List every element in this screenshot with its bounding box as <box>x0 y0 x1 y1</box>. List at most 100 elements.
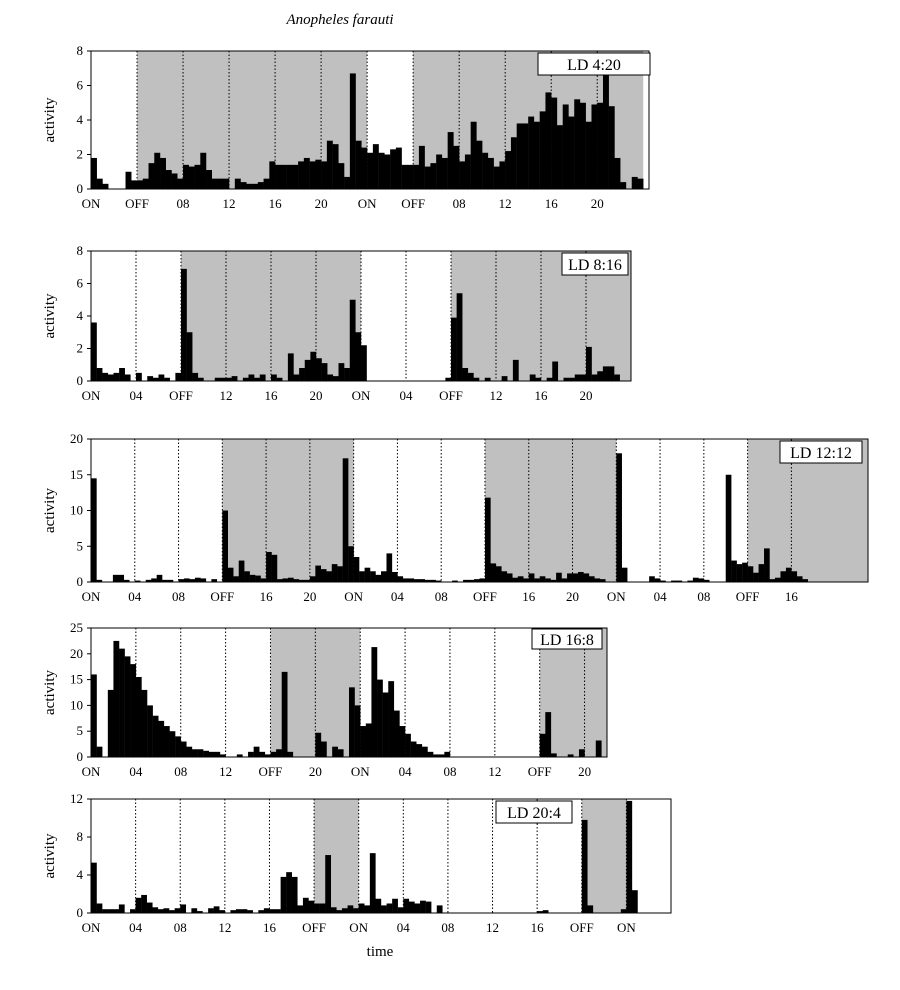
activity-bar <box>501 376 508 381</box>
x-tick-label: OFF <box>259 764 283 779</box>
activity-bar <box>378 152 385 189</box>
activity-bar <box>107 689 114 757</box>
activity-bar <box>687 580 694 582</box>
activity-bar <box>568 116 575 189</box>
y-tick-label: 12 <box>70 791 83 806</box>
activity-bar <box>574 99 581 189</box>
activity-bar <box>595 740 602 757</box>
x-tick-label: 04 <box>129 764 143 779</box>
activity-bar <box>146 902 153 913</box>
activity-bar <box>425 901 432 913</box>
activity-bar <box>222 510 228 582</box>
activity-panel: 0 5 10 15 20 25 ON 04 08 12 OFF 20 ON 04 08 12 OFF 20 acti… <box>42 620 608 779</box>
y-axis-label: activity <box>42 833 58 878</box>
activity-bar <box>341 908 348 913</box>
activity-bar <box>264 754 271 757</box>
activity-bar <box>453 145 460 189</box>
activity-bar <box>145 579 152 582</box>
activity-bar <box>550 753 557 757</box>
activity-bar <box>270 751 277 757</box>
activity-bar <box>361 345 367 381</box>
activity-bar <box>131 180 138 189</box>
activity-bar <box>248 751 254 757</box>
activity-bar <box>258 910 265 913</box>
y-tick-label: 6 <box>77 276 84 291</box>
y-tick-label: 5 <box>77 538 84 553</box>
activity-bar <box>282 578 289 582</box>
activity-bar <box>135 677 142 757</box>
activity-bar <box>171 173 178 189</box>
activity-bar <box>354 705 361 757</box>
activity-bar <box>298 579 305 582</box>
activity-bar <box>119 368 125 381</box>
activity-bar <box>130 664 137 757</box>
activity-bar <box>192 372 199 381</box>
activity-bar <box>753 572 759 582</box>
activity-panel: 0 2 4 6 8 ON 04 OFF 12 16 20 ON 04 OFF 12 16 20 activity L… <box>42 243 632 403</box>
activity-bar <box>124 656 131 757</box>
activity-bar <box>304 579 311 582</box>
activity-bar <box>119 648 125 757</box>
x-tick-label: OFF <box>125 196 149 211</box>
activity-bar <box>780 571 787 582</box>
y-tick-label: 8 <box>77 243 84 258</box>
photoperiod-label: LD 20:4 <box>507 805 561 822</box>
activity-bar <box>263 908 270 913</box>
activity-panel: 0 2 4 6 8 ON OFF 08 12 16 20 ON OFF 08 12 16 20 activity L… <box>42 43 651 211</box>
activity-bar <box>499 161 506 189</box>
y-tick-label: 20 <box>70 646 83 661</box>
activity-bar <box>435 580 442 582</box>
x-tick-label: 12 <box>499 196 512 211</box>
activity-bar <box>785 567 792 582</box>
activity-bar <box>349 299 356 381</box>
activity-bar <box>626 800 633 913</box>
activity-bar <box>567 754 574 757</box>
activity-bar <box>169 731 176 757</box>
activity-bar <box>91 157 97 189</box>
activity-bar <box>156 574 163 582</box>
x-tick-label: OFF <box>528 764 552 779</box>
activity-bar <box>214 751 221 757</box>
activity-bar <box>184 578 190 582</box>
x-tick-label: 12 <box>218 920 231 935</box>
activity-bar <box>336 910 343 913</box>
activity-bar <box>174 908 181 913</box>
activity-bar <box>151 578 157 582</box>
x-tick-label: 04 <box>391 589 405 604</box>
activity-bar <box>528 573 535 582</box>
activity-bar <box>556 125 563 189</box>
activity-bar <box>178 579 185 582</box>
activity-bar <box>577 571 584 582</box>
activity-panel: 0 5 10 15 20 ON 04 08 OFF 16 20 ON 04 08 OFF 16 20 ON 04 08… <box>42 431 869 604</box>
x-tick-label: 20 <box>566 589 579 604</box>
y-tick-label: 2 <box>77 147 84 162</box>
activity-bar <box>359 571 365 582</box>
activity-bar <box>561 578 568 582</box>
activity-bar <box>758 564 765 582</box>
activity-bar <box>332 746 338 757</box>
dark-phase-shading <box>581 799 627 913</box>
photoperiod-label-box <box>537 52 651 76</box>
activity-bar <box>246 183 253 189</box>
activity-bar <box>572 573 579 582</box>
activity-bar <box>501 571 508 582</box>
activity-bar <box>353 908 359 913</box>
x-tick-label: ON <box>82 920 101 935</box>
activity-bar <box>574 374 581 381</box>
activity-bar <box>413 164 420 189</box>
y-tick-label: 15 <box>70 672 83 687</box>
activity-bar <box>247 910 253 913</box>
photoperiod-label: LD 4:20 <box>567 57 621 74</box>
activity-bar <box>408 901 415 913</box>
activity-bar <box>280 876 287 913</box>
y-tick-label: 25 <box>70 620 83 635</box>
activity-bar <box>315 159 322 189</box>
activity-bar <box>583 573 590 582</box>
activity-bar <box>309 576 316 582</box>
activity-bar <box>191 749 198 757</box>
activity-bar <box>137 180 143 189</box>
y-tick-label: 2 <box>77 341 84 356</box>
activity-bar <box>445 377 452 381</box>
x-tick-label: 08 <box>453 196 466 211</box>
x-tick-label: OFF <box>439 388 463 403</box>
